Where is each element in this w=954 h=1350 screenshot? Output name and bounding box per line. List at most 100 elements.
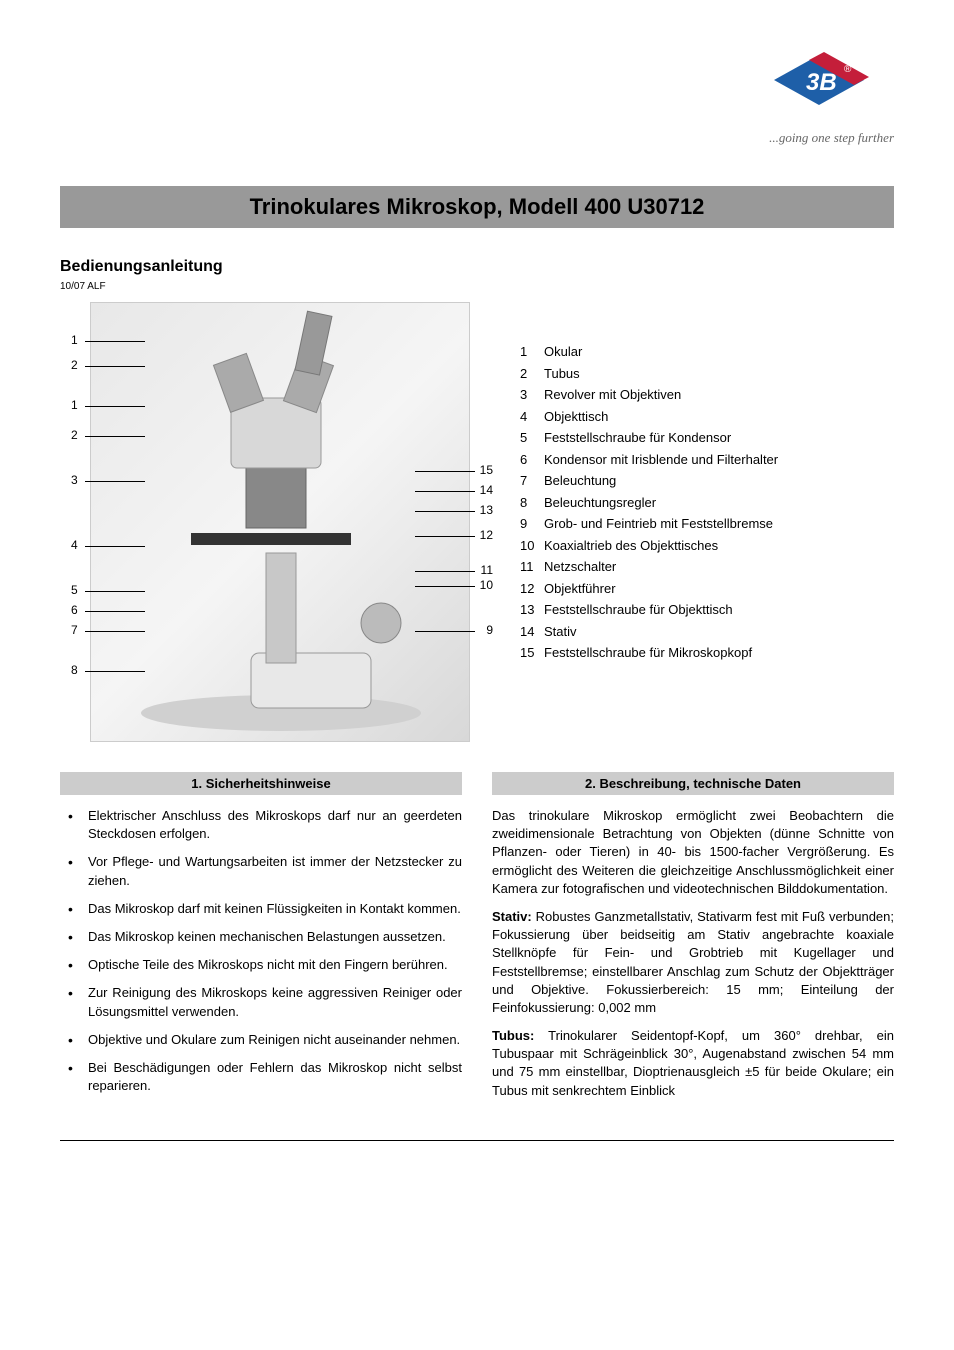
svg-text:®: ® [844,64,852,75]
legend-item-label: Koaxialtrieb des Objekttisches [544,536,894,556]
description-paragraph: Das trinokulare Mikroskop ermöglicht zwe… [492,807,894,898]
legend-item-number: 2 [520,364,544,384]
diagram-leader-line [85,481,145,482]
diagram-leader-line [415,471,475,472]
title-bar: Trinokulares Mikroskop, Modell 400 U3071… [60,186,894,228]
diagram-leader-line [85,611,145,612]
diagram-label-left: 7 [71,623,78,637]
legend-item-label: Grob- und Feintrieb mit Feststellbremse [544,514,894,534]
safety-bullet-item: Elektrischer Anschluss des Mikroskops da… [60,807,462,843]
legend-item: 15Feststellschraube für Mikroskopkopf [520,643,894,663]
legend-item: 9Grob- und Feintrieb mit Feststellbremse [520,514,894,534]
legend-item: 11Netzschalter [520,557,894,577]
diagram-leader-line [85,436,145,437]
diagram-leader-line [85,631,145,632]
diagram-label-left: 2 [71,428,78,442]
diagram-label-right: 10 [480,578,493,592]
document-title: Trinokulares Mikroskop, Modell 400 U3071… [60,194,894,220]
safety-bullet-item: Bei Beschädigungen oder Fehlern das Mikr… [60,1059,462,1095]
legend-item: 8Beleuchtungsregler [520,493,894,513]
legend-item-label: Okular [544,342,894,362]
description-paragraph: Tubus: Trinokularer Seidentopf-Kopf, um … [492,1027,894,1100]
safety-bullet-item: Vor Pflege- und Wartungsarbeiten ist imm… [60,853,462,889]
legend-item-label: Beleuchtungsregler [544,493,894,513]
diagram-label-left: 6 [71,603,78,617]
safety-bullet-item: Objektive und Okulare zum Reinigen nicht… [60,1031,462,1049]
diagram-leader-line [85,591,145,592]
diagram-label-right: 11 [481,563,493,577]
legend-item-label: Feststellschraube für Kondensor [544,428,894,448]
diagram-label-right: 15 [480,463,493,477]
description-paragraph: Stativ: Robustes Ganzmetallstativ, Stati… [492,908,894,1017]
legend-item-label: Beleuchtung [544,471,894,491]
safety-bullet-item: Das Mikroskop darf mit keinen Flüssigkei… [60,900,462,918]
legend-item-label: Feststellschraube für Objekttisch [544,600,894,620]
brand-logo: 3B ® [744,50,894,120]
diagram-label-left: 2 [71,358,78,372]
legend-item: 13Feststellschraube für Objekttisch [520,600,894,620]
diagram-leader-line [85,546,145,547]
safety-bullets: Elektrischer Anschluss des Mikroskops da… [60,807,462,1095]
legend-item-number: 15 [520,643,544,663]
legend-item-label: Revolver mit Objektiven [544,385,894,405]
footer-rule [60,1140,894,1141]
legend-item-label: Objektführer [544,579,894,599]
legend-item-number: 4 [520,407,544,427]
diagram-label-right: 9 [486,623,493,637]
legend-item-label: Kondensor mit Irisblende und Filterhalte… [544,450,894,470]
legend-item: 1Okular [520,342,894,362]
description-text: Das trinokulare Mikroskop ermöglicht zwe… [492,807,894,1100]
diagram-label-left: 3 [71,473,78,487]
diagram-label-left: 8 [71,663,78,677]
diagram-label-right: 12 [480,528,493,542]
section-title: Bedienungsanleitung [60,258,894,276]
description-heading: 2. Beschreibung, technische Daten [492,772,894,795]
diagram-label-left: 1 [71,333,78,347]
safety-bullet-item: Optische Teile des Mikroskops nicht mit … [60,956,462,974]
diagram-leader-line [415,586,475,587]
diagram-leader-line [415,631,475,632]
main-content: 12123456781514131211109 1Okular2Tubus3Re… [60,302,894,742]
diagram-label-right: 13 [480,503,493,517]
section-header: Bedienungsanleitung 10/07 ALF [60,258,894,292]
legend-item: 4Objekttisch [520,407,894,427]
legend-list: 1Okular2Tubus3Revolver mit Objektiven4Ob… [520,342,894,663]
diagram-leader-line [415,571,475,572]
diagram-area: 12123456781514131211109 [60,302,490,742]
legend-item-label: Tubus [544,364,894,384]
legend-item: 12Objektführer [520,579,894,599]
legend-item-label: Feststellschraube für Mikroskopkopf [544,643,894,663]
legend-item-number: 1 [520,342,544,362]
diagram-leader-line [415,511,475,512]
legend-item-number: 14 [520,622,544,642]
right-column: 2. Beschreibung, technische Daten Das tr… [492,772,894,1110]
logo-tagline: ...going one step further [60,130,894,146]
legend-item-label: Objekttisch [544,407,894,427]
svg-text:3B: 3B [806,69,837,96]
legend-item-number: 12 [520,579,544,599]
legend-item-number: 11 [520,557,544,577]
diagram-label-left: 1 [71,398,78,412]
legend-area: 1Okular2Tubus3Revolver mit Objektiven4Ob… [520,302,894,742]
legend-item: 7Beleuchtung [520,471,894,491]
logo-area: 3B ® ...going one step further [60,50,894,146]
legend-item-number: 5 [520,428,544,448]
document-reference: 10/07 ALF [60,281,894,292]
diagram-leader-line [415,536,475,537]
diagram-leader-line [415,491,475,492]
diagram-leader-line [85,366,145,367]
legend-item-number: 13 [520,600,544,620]
legend-item-number: 3 [520,385,544,405]
safety-heading: 1. Sicherheitshinweise [60,772,462,795]
legend-item: 14Stativ [520,622,894,642]
diagram-label-left: 5 [71,583,78,597]
legend-item-number: 8 [520,493,544,513]
legend-item-number: 6 [520,450,544,470]
legend-item: 6Kondensor mit Irisblende und Filterhalt… [520,450,894,470]
legend-item-number: 9 [520,514,544,534]
legend-item: 10Koaxialtrieb des Objekttisches [520,536,894,556]
legend-item-label: Netzschalter [544,557,894,577]
microscope-diagram: 12123456781514131211109 [90,302,470,742]
legend-item-label: Stativ [544,622,894,642]
diagram-label-left: 4 [71,538,78,552]
